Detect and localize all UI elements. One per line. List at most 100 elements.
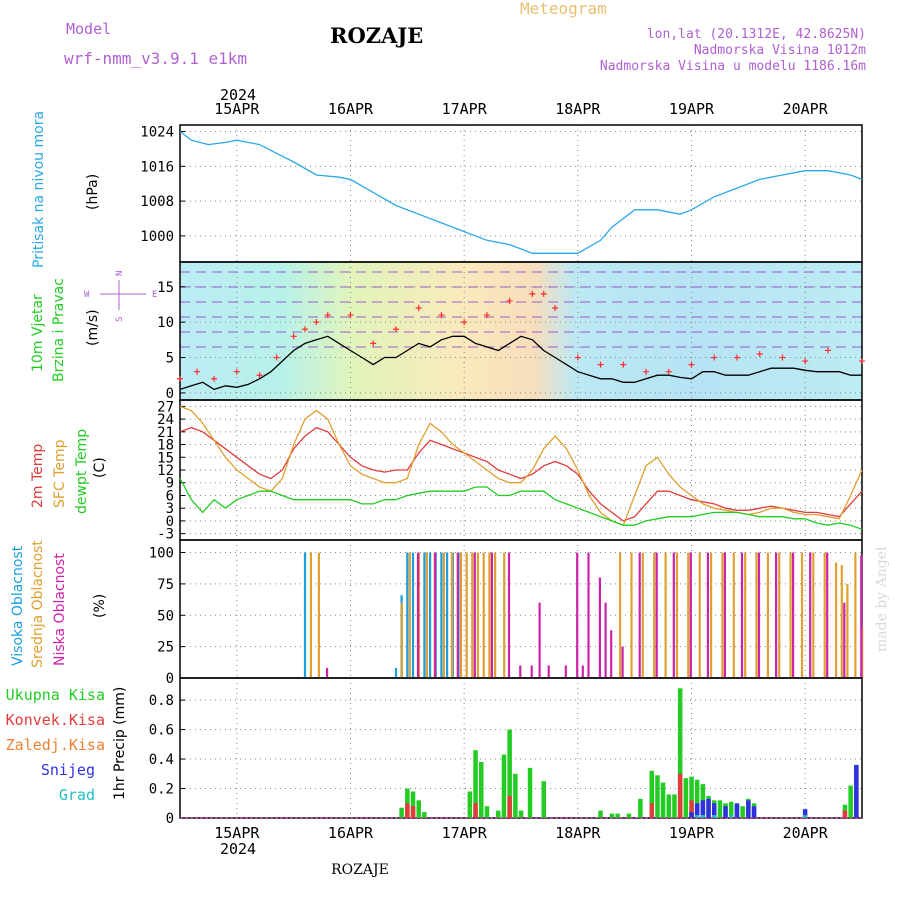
- cloud-bar: [538, 602, 541, 678]
- cloud-bar: [423, 552, 426, 678]
- precip-bar: [655, 775, 660, 818]
- cloud-bar: [757, 552, 761, 678]
- bottom-date-label: 17APR: [442, 824, 488, 842]
- top-date-label: 20APR: [783, 100, 829, 118]
- precip-bar: [473, 803, 478, 818]
- gust-point: [756, 351, 763, 357]
- cloud-bar: [476, 552, 480, 678]
- temp-2m-label: 2m Temp: [30, 444, 46, 508]
- cloud-bar: [408, 552, 411, 678]
- precip-bar: [501, 754, 507, 818]
- pressure-labels: Pritisak na nivou mora (hPa): [31, 111, 101, 268]
- precip-bar: [405, 803, 410, 818]
- cloud-bar: [630, 552, 633, 678]
- y-tick-label: 15: [157, 450, 174, 466]
- cloud-bar: [434, 552, 437, 678]
- y-tick-label: 1016: [140, 159, 174, 175]
- cloud-bar: [564, 665, 567, 678]
- precip-bar: [660, 782, 666, 818]
- cloud-bar: [326, 668, 329, 678]
- precip-bar: [802, 809, 808, 818]
- cloud-bar: [672, 552, 675, 678]
- top-year-label: 2024: [220, 86, 256, 104]
- cloud-bar: [789, 552, 792, 678]
- precip-bar: [518, 810, 524, 818]
- gust-point: [256, 372, 263, 379]
- cloud-bar: [576, 552, 579, 678]
- cloud-bar: [755, 552, 758, 678]
- precip-bar: [683, 778, 689, 818]
- precip-bar: [467, 791, 473, 818]
- compass-east: E: [152, 290, 157, 300]
- gust-point: [643, 368, 650, 375]
- cloud-bar: [809, 552, 812, 678]
- precip-total-label: Ukupna Kisa: [6, 686, 105, 704]
- y-tick-label: 0: [166, 671, 174, 687]
- bottom-date-axis: 15APR 16APR 17APR 18APR 19APR 20APR: [214, 824, 828, 842]
- precip-bar: [399, 807, 404, 818]
- precip-bar: [700, 800, 706, 818]
- cloud-bar: [687, 552, 690, 678]
- gust-point: [506, 297, 513, 304]
- cloud-bar: [823, 552, 826, 678]
- cloud-panel: 0 25 50 75 100: [149, 539, 864, 687]
- y-tick-label: 0.6: [149, 723, 174, 739]
- y-tick-label: 9: [166, 476, 174, 492]
- precip-bar: [712, 803, 717, 818]
- cloud-bar: [494, 552, 497, 678]
- y-tick-label: 0: [166, 514, 174, 530]
- cloud-bar: [641, 552, 644, 678]
- footer-station: ROZAJE: [331, 862, 389, 878]
- pressure-label: Pritisak na nivou mora: [31, 111, 47, 268]
- cloud-bar: [710, 552, 713, 678]
- wind-label-1: 10m Vjetar: [30, 294, 46, 372]
- precip-bar: [541, 781, 546, 818]
- y-tick-label: 24: [157, 412, 174, 428]
- gust-point: [302, 326, 309, 333]
- precip-bar: [677, 688, 683, 818]
- y-tick-label: -3: [157, 527, 174, 543]
- y-tick-label: 15: [157, 280, 174, 296]
- precip-bar: [638, 798, 643, 818]
- precip-frozen-label: Zaledj.Kisa: [6, 736, 105, 754]
- cloud-unit: (%): [92, 594, 108, 618]
- gust-point: [313, 319, 320, 326]
- gust-point: [711, 354, 718, 361]
- gust-point: [574, 354, 581, 361]
- cloud-bar: [429, 552, 432, 678]
- cloud-bar: [440, 552, 443, 678]
- precip-bar: [729, 815, 734, 818]
- temp-unit: (C): [92, 457, 108, 478]
- cloud-bar: [317, 552, 320, 678]
- precip-bar: [649, 803, 654, 818]
- cloud-bar: [581, 665, 584, 678]
- precip-bar: [649, 770, 654, 818]
- precip-bar: [712, 815, 717, 818]
- cloud-bar: [587, 552, 590, 678]
- top-date-label: 15APR: [214, 100, 260, 118]
- cloud-bar: [604, 602, 607, 678]
- y-tick-label: 0: [166, 811, 174, 827]
- precip-bar: [410, 806, 416, 818]
- product-title: Meteogram: [520, 0, 607, 18]
- cloud-bar: [309, 552, 312, 678]
- precip-bar: [740, 806, 745, 818]
- precip-panel: 0 0.2 0.4 0.6 0.8: [149, 677, 863, 827]
- precip-bar: [598, 810, 603, 818]
- precip-bar: [848, 785, 853, 818]
- precip-bar: [479, 762, 484, 818]
- gust-point: [552, 305, 559, 311]
- 2m-temp-line: [179, 426, 863, 522]
- gust-point: [859, 358, 865, 365]
- compass-west: W: [84, 290, 90, 300]
- precip-bar: [484, 806, 490, 818]
- cloud-bar: [675, 552, 679, 678]
- precip-bar: [405, 788, 410, 818]
- precip-bar: [729, 801, 734, 818]
- gust-point: [177, 375, 183, 382]
- top-date-axis: 15APR 16APR 17APR 18APR 19APR 20APR: [214, 100, 828, 118]
- precip-bar: [802, 815, 808, 818]
- cloud-bar: [638, 552, 641, 678]
- model-label: Model: [66, 20, 111, 38]
